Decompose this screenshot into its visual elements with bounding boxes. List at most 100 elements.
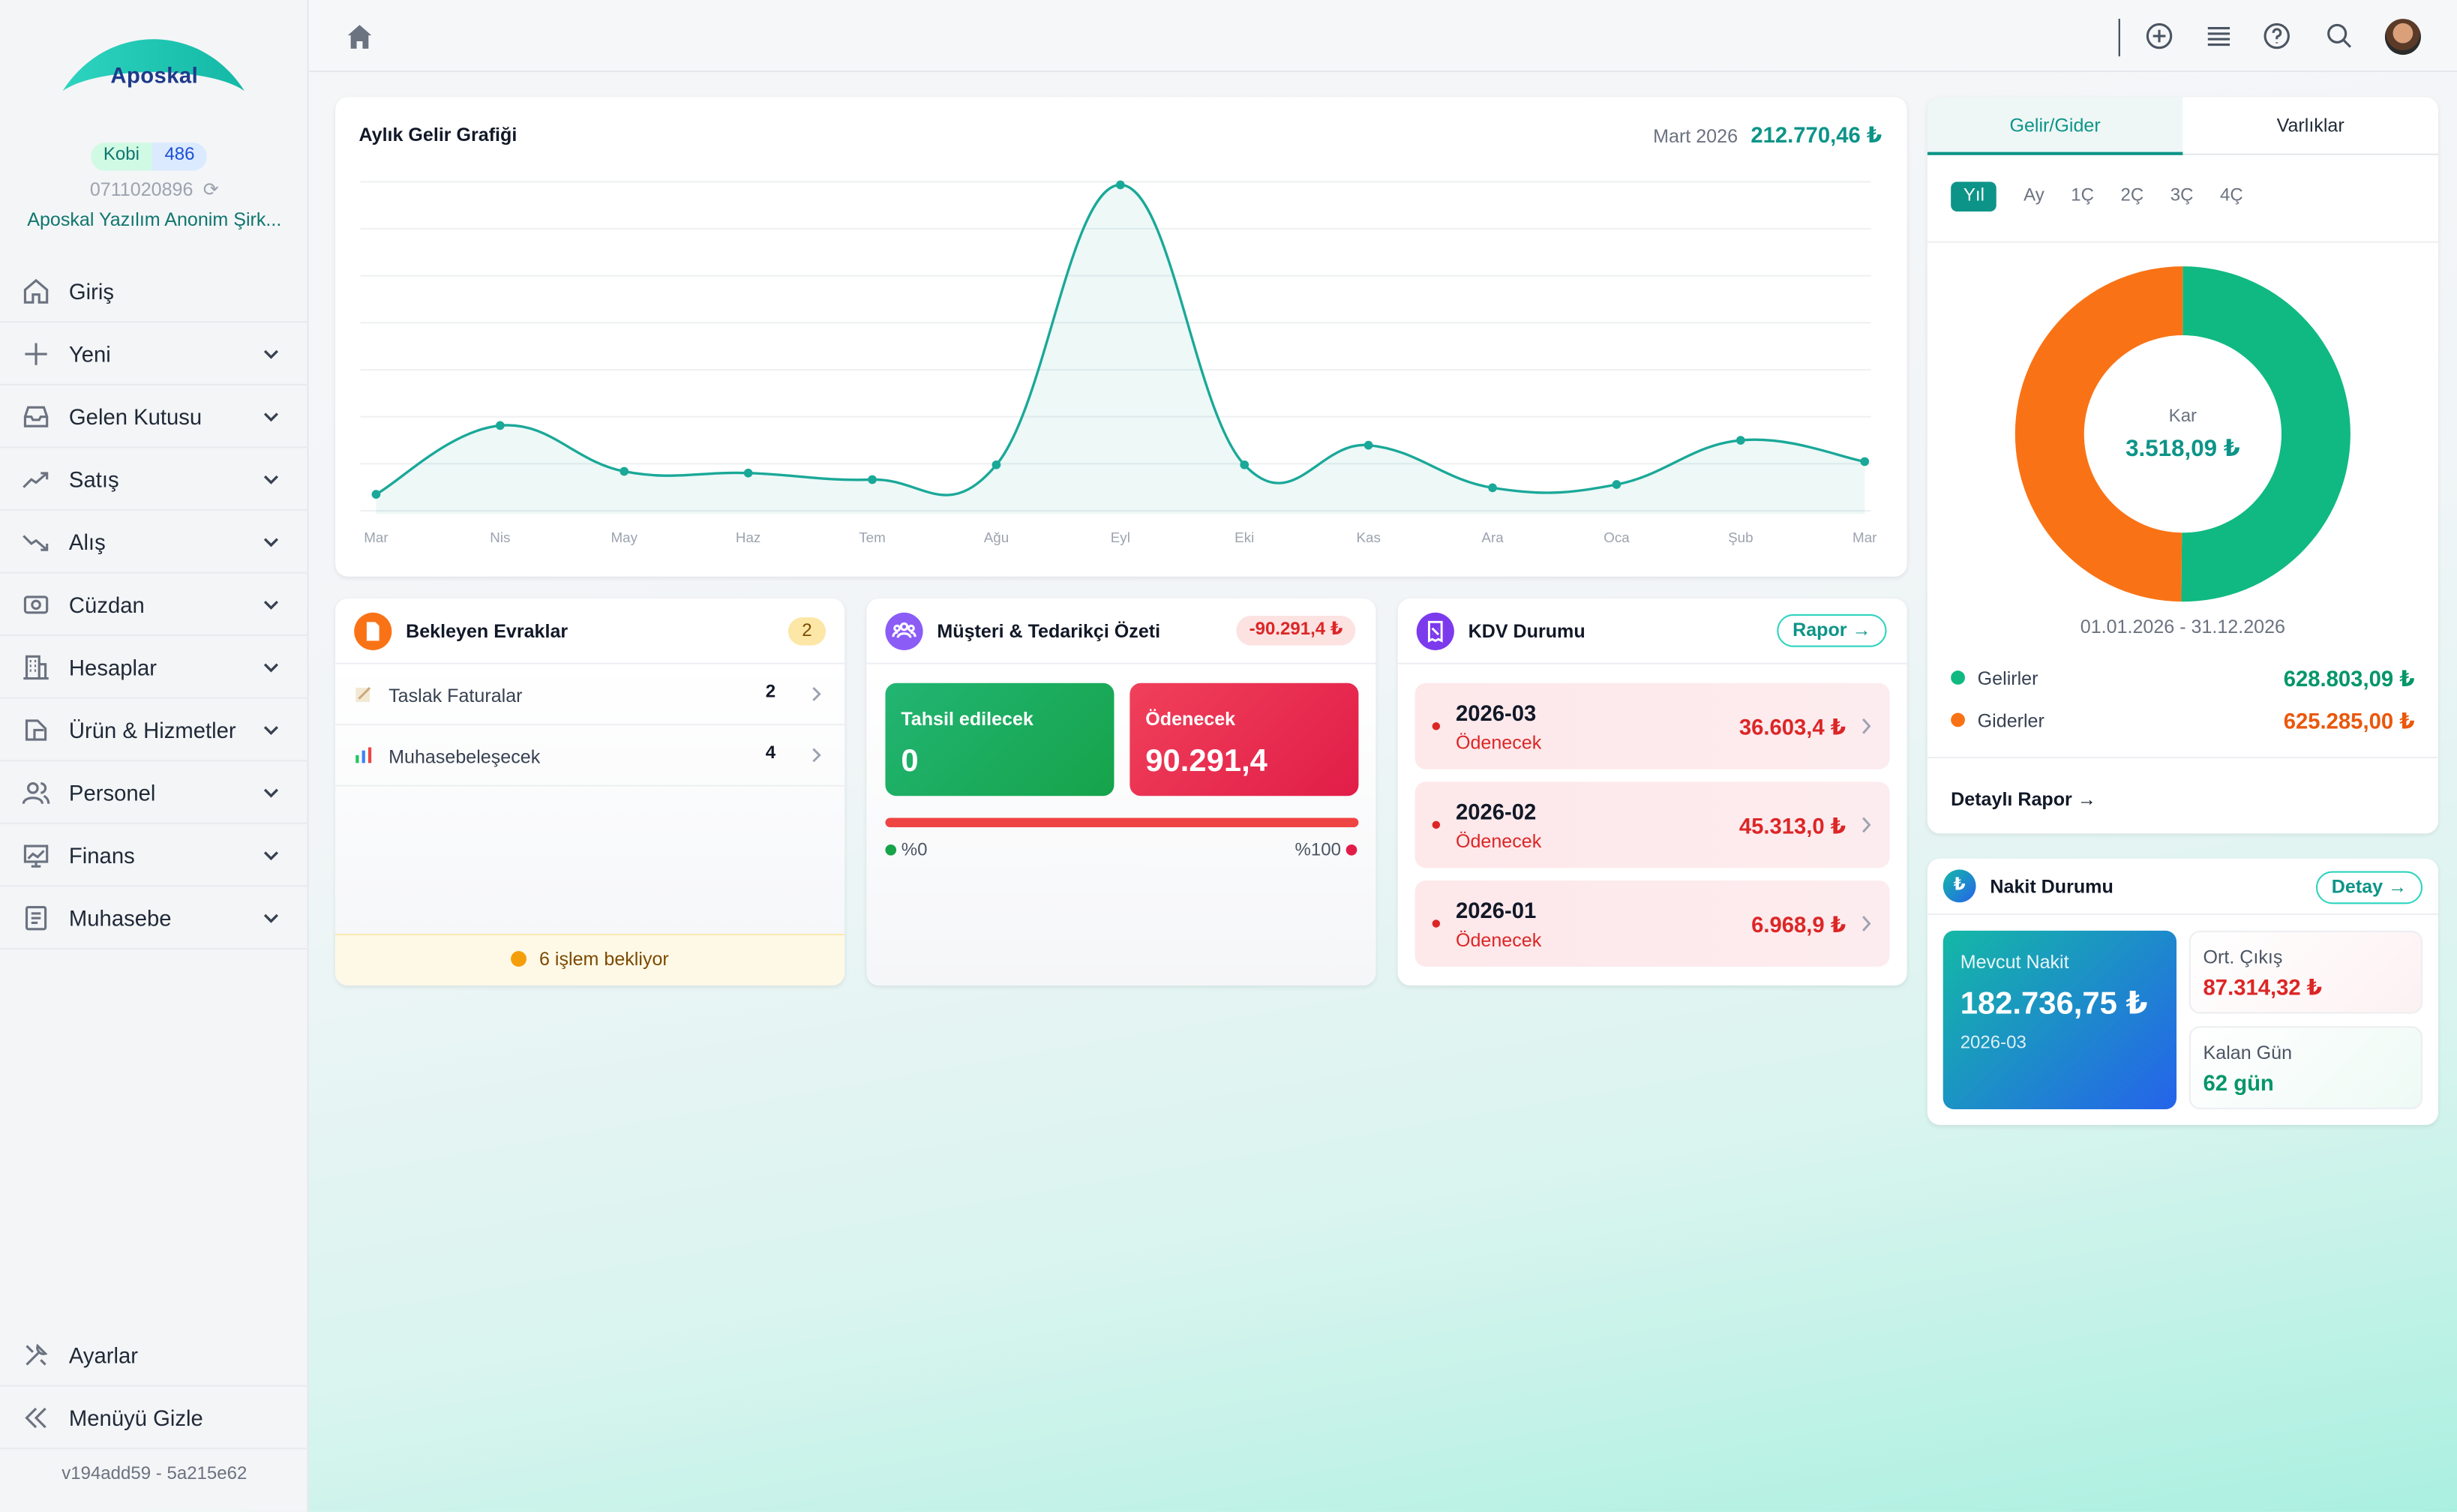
payable-label: Ödenecek: [1145, 708, 1236, 730]
current-cash-box[interactable]: Mevcut Nakit 182.736,75 ₺ 2026-03: [1942, 930, 2177, 1110]
receivable-box[interactable]: Tahsil edilecek 0: [885, 682, 1114, 796]
chart-point[interactable]: [1488, 483, 1497, 493]
hide-menu-button[interactable]: Menüyü Gizle: [0, 1387, 309, 1450]
home-icon[interactable]: [346, 23, 374, 50]
chart-point[interactable]: [371, 490, 381, 499]
sidebar-item-muhasebe[interactable]: Muhasebe: [0, 886, 309, 950]
period-yil[interactable]: Yıl: [1951, 182, 1997, 212]
sidebar-item-label: Ayarlar: [68, 1342, 139, 1367]
avg-out-value: 87.314,32 ₺: [2203, 974, 2323, 1000]
chevron-down-icon[interactable]: [262, 596, 280, 614]
payable-value: 90.291,4: [1145, 744, 1268, 779]
sidebar-item-hesaplar[interactable]: Hesaplar: [0, 636, 309, 699]
sidebar-item-gelen-kutusu[interactable]: Gelen Kutusu: [0, 386, 309, 448]
chart-point[interactable]: [620, 466, 629, 476]
chart-point[interactable]: [1240, 460, 1250, 470]
card-header: ₺ Nakit Durumu Detay →: [1927, 859, 2438, 915]
receivable-label: Tahsil edilecek: [901, 708, 1034, 730]
donut-slice-expense[interactable]: [2014, 266, 2183, 602]
sidebar-item-giris[interactable]: Giriş: [0, 260, 309, 323]
sidebar-item-ayarlar[interactable]: Ayarlar: [0, 1324, 309, 1387]
chevron-down-icon[interactable]: [262, 532, 280, 551]
chart-point[interactable]: [1364, 440, 1373, 450]
period-q2[interactable]: 2Ç: [2120, 186, 2144, 206]
avatar[interactable]: [2384, 19, 2421, 56]
period-q3[interactable]: 3Ç: [2170, 186, 2194, 206]
sidebar-item-finans[interactable]: Finans: [0, 824, 309, 887]
sidebar-item-label: Satış: [68, 466, 119, 491]
chevron-down-icon[interactable]: [262, 658, 280, 676]
sidebar-item-yeni[interactable]: Yeni: [0, 322, 309, 386]
sidebar-item-urun-hizmetler[interactable]: Ürün & Hizmetler: [0, 699, 309, 762]
vat-period: 2026-03: [1455, 700, 1537, 726]
vat-row[interactable]: 2026-02 Ödenecek 45.313,0 ₺: [1414, 782, 1890, 868]
ledger-icon: [25, 904, 47, 930]
vat-row[interactable]: 2026-01 Ödenecek 6.968,9 ₺: [1414, 880, 1890, 967]
add-circle-icon[interactable]: [2145, 22, 2174, 50]
list-item-count: 2: [765, 682, 776, 702]
days-left-label: Kalan Gün: [2203, 1042, 2293, 1064]
period-q4[interactable]: 4Ç: [2219, 186, 2243, 206]
account-number-text: 0711020896: [89, 178, 194, 201]
pending-footer[interactable]: 6 işlem bekliyor: [335, 934, 845, 986]
chart-title: Aylık Gelir Grafiği: [358, 124, 518, 146]
chart-point[interactable]: [495, 421, 505, 430]
chevron-down-icon[interactable]: [262, 470, 280, 489]
card-header: KDV Durumu Rapor →: [1397, 598, 1907, 664]
status-dot-icon: [1432, 920, 1441, 928]
chevron-down-icon[interactable]: [262, 784, 280, 802]
chevron-down-icon[interactable]: [262, 909, 280, 928]
x-tick-label: Ağu: [984, 530, 1009, 545]
period-q1[interactable]: 1Ç: [2071, 186, 2095, 206]
chevron-down-icon[interactable]: [262, 721, 280, 740]
current-cash-value: 182.736,75 ₺: [1960, 987, 2148, 1022]
chart-point[interactable]: [1612, 480, 1622, 489]
cash-detail-button[interactable]: Detay →: [2315, 871, 2423, 904]
list-item[interactable]: Muhasebeleşecek 4: [335, 725, 845, 787]
donut-slice-income[interactable]: [2181, 266, 2350, 602]
x-tick-label: Eyl: [1111, 530, 1130, 545]
refresh-icon[interactable]: ⟳: [202, 178, 219, 201]
chevron-down-icon[interactable]: [262, 407, 280, 426]
x-tick-label: Nis: [490, 530, 510, 545]
sidebar-item-cuzdan[interactable]: Cüzdan: [0, 574, 309, 637]
vat-amount: 45.313,0 ₺: [1738, 813, 1846, 838]
sidebar-item-label: Muhasebe: [68, 904, 172, 930]
card-title: Bekleyen Evraklar: [406, 620, 568, 643]
chevron-down-icon[interactable]: [262, 345, 280, 364]
search-icon[interactable]: [2325, 22, 2354, 50]
group-icon: [885, 612, 923, 650]
period-ay[interactable]: Ay: [2024, 186, 2044, 206]
chevron-down-icon[interactable]: [262, 846, 280, 865]
tab-gelir-gider[interactable]: Gelir/Gider: [1927, 97, 2183, 155]
help-icon[interactable]: [2263, 22, 2291, 50]
income-chart: Mar Nis May Haz Tem Ağu Eyl Eki Kas Ara Oca Şub Mar: [360, 180, 1876, 545]
sidebar-item-personel[interactable]: Personel: [0, 761, 309, 824]
sidebar-item-label: Giriş: [68, 278, 115, 304]
income-value: 628.803,09 ₺: [2283, 665, 2415, 692]
sidebar-item-alis[interactable]: Alış: [0, 511, 309, 574]
chart-point[interactable]: [1115, 180, 1125, 190]
tab-varliklar[interactable]: Varlıklar: [2276, 114, 2344, 136]
chart-point[interactable]: [1736, 436, 1745, 445]
menu-icon[interactable]: [2205, 22, 2234, 50]
receipt-icon: [1416, 612, 1454, 650]
sidebar-bottom: Ayarlar Menüyü Gizle: [0, 1324, 309, 1450]
chart-point[interactable]: [1860, 457, 1870, 466]
days-left-value: 62 gün: [2203, 1070, 2274, 1096]
sidebar-item-label: Ürün & Hizmetler: [68, 716, 236, 742]
payable-box[interactable]: Ödenecek 90.291,4: [1130, 682, 1359, 796]
vat-report-button[interactable]: Rapor →: [1777, 614, 1887, 647]
chart-point[interactable]: [868, 475, 877, 484]
chart-point[interactable]: [992, 460, 1001, 470]
list-item[interactable]: Taslak Faturalar 2: [335, 664, 845, 726]
company-name[interactable]: Aposkal Yazılım Anonim Şirk...: [27, 208, 282, 231]
aposkal-logo-icon[interactable]: [59, 19, 248, 112]
detailed-report-link[interactable]: Detaylı Rapor →: [1951, 788, 2096, 811]
sidebar-item-label: Finans: [68, 842, 135, 868]
trend-up-icon: [22, 471, 49, 488]
sidebar-item-satis[interactable]: Satış: [0, 448, 309, 512]
expense-legend: Giderler 625.285,00 ₺: [1951, 708, 2415, 734]
vat-row[interactable]: 2026-03 Ödenecek 36.603,4 ₺: [1414, 682, 1890, 770]
chart-point[interactable]: [743, 468, 753, 478]
